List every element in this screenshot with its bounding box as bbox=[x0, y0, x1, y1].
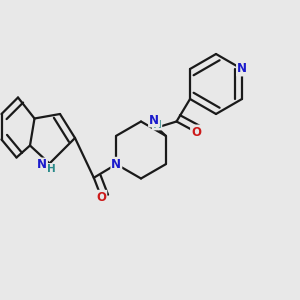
Text: N: N bbox=[111, 158, 121, 171]
Text: O: O bbox=[96, 191, 106, 204]
Text: O: O bbox=[191, 125, 201, 139]
Text: N: N bbox=[237, 62, 247, 76]
Text: N: N bbox=[149, 113, 159, 127]
Text: N: N bbox=[37, 158, 47, 172]
Text: H: H bbox=[46, 164, 56, 174]
Text: H: H bbox=[153, 119, 161, 130]
